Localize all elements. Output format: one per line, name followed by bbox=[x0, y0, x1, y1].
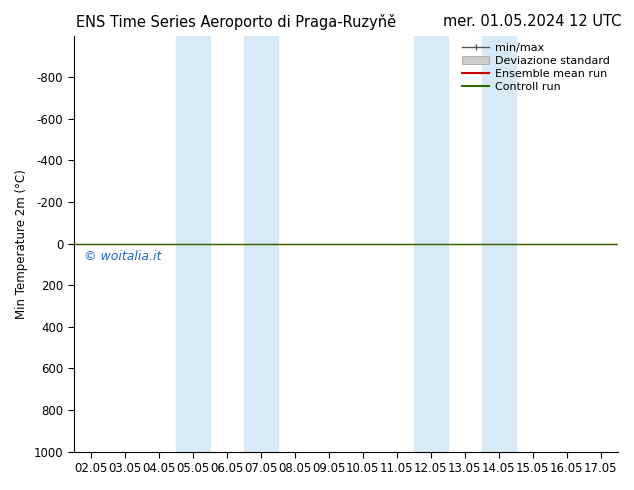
Text: © woitalia.it: © woitalia.it bbox=[84, 250, 162, 263]
Legend: min/max, Deviazione standard, Ensemble mean run, Controll run: min/max, Deviazione standard, Ensemble m… bbox=[457, 39, 614, 96]
Bar bbox=[482, 36, 515, 452]
Bar bbox=[413, 36, 448, 452]
Y-axis label: Min Temperature 2m (°C): Min Temperature 2m (°C) bbox=[15, 169, 28, 318]
Text: mer. 01.05.2024 12 UTC: mer. 01.05.2024 12 UTC bbox=[443, 14, 621, 29]
Bar bbox=[176, 36, 210, 452]
Bar bbox=[243, 36, 278, 452]
Text: ENS Time Series Aeroporto di Praga-Ruzyňě: ENS Time Series Aeroporto di Praga-Ruzyň… bbox=[76, 14, 396, 30]
